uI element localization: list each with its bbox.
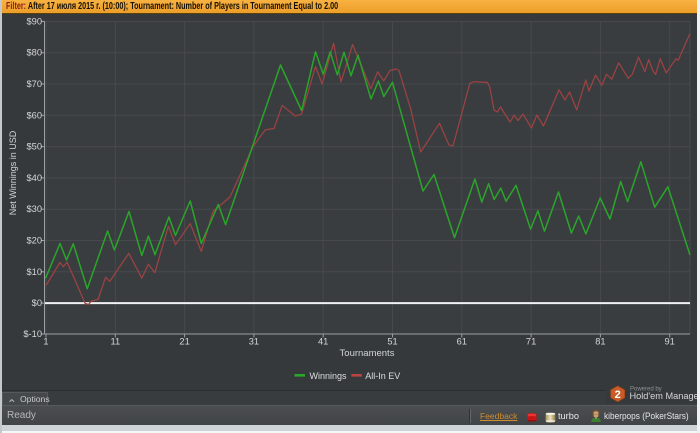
svg-text:41: 41 bbox=[318, 337, 328, 347]
svg-text:2: 2 bbox=[615, 389, 621, 401]
svg-text:Hold'em Manager: Hold'em Manager bbox=[630, 391, 700, 401]
svg-text:1: 1 bbox=[43, 337, 48, 347]
svg-text:$80: $80 bbox=[26, 48, 42, 58]
svg-text:91: 91 bbox=[665, 337, 675, 347]
svg-text:$60: $60 bbox=[26, 110, 42, 120]
svg-text:Winnings: Winnings bbox=[310, 371, 348, 381]
svg-text:31: 31 bbox=[249, 337, 259, 347]
svg-text:61: 61 bbox=[457, 337, 467, 347]
svg-text:21: 21 bbox=[179, 337, 189, 347]
svg-text:71: 71 bbox=[526, 337, 536, 347]
svg-text:Tournaments: Tournaments bbox=[340, 348, 395, 359]
svg-text:$70: $70 bbox=[26, 79, 42, 89]
svg-text:Powered by: Powered by bbox=[630, 387, 662, 393]
svg-text:51: 51 bbox=[387, 337, 397, 347]
svg-text:11: 11 bbox=[110, 337, 120, 347]
svg-text:81: 81 bbox=[595, 337, 605, 347]
svg-text:$50: $50 bbox=[26, 142, 42, 152]
svg-text:$20: $20 bbox=[26, 236, 42, 246]
svg-text:$90: $90 bbox=[26, 16, 42, 26]
svg-text:$40: $40 bbox=[26, 173, 42, 183]
svg-text:$10: $10 bbox=[26, 267, 42, 277]
svg-text:$0: $0 bbox=[32, 298, 42, 308]
svg-text:$30: $30 bbox=[26, 204, 42, 214]
svg-text:Net Winnings in USD: Net Winnings in USD bbox=[8, 130, 18, 215]
svg-text:$-10: $-10 bbox=[23, 329, 42, 339]
svg-text:All-In EV: All-In EV bbox=[365, 371, 400, 381]
